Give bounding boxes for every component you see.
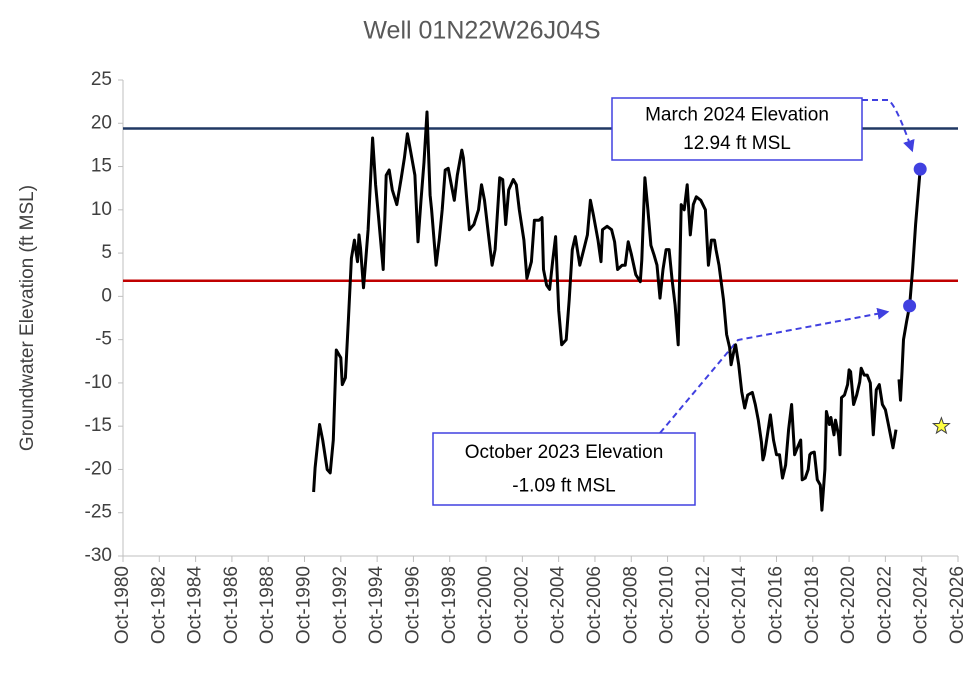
x-tick-label: Oct-1994	[366, 566, 387, 645]
x-tick-label: Oct-2010	[657, 566, 678, 644]
x-tick-label: Oct-2012	[693, 566, 714, 644]
x-tick-label: Oct-2002	[511, 566, 532, 644]
annotation-text: March 2024 Elevation	[645, 104, 829, 125]
y-tick-label: -10	[85, 372, 112, 393]
point-marker	[913, 162, 927, 176]
x-tick-label: Oct-2018	[802, 566, 823, 644]
x-tick-label: Oct-1990	[294, 566, 315, 644]
x-tick-label: Oct-2008	[620, 566, 641, 644]
arrow	[659, 307, 890, 434]
x-tick-label: Oct-1998	[439, 566, 460, 644]
annotation-box	[611, 97, 863, 161]
y-tick-label: -5	[95, 329, 112, 350]
callout-arrows	[659, 99, 915, 434]
y-tick-label: 0	[101, 285, 112, 306]
x-tick-label: Oct-1984	[185, 566, 206, 645]
y-tick-label: -15	[85, 415, 112, 436]
x-tick-label: Oct-1982	[148, 566, 169, 644]
chart-title: Well 01N22W26J04S	[363, 17, 600, 45]
x-tick-label: Oct-2000	[475, 566, 496, 644]
x-tick-label: Oct-2014	[729, 566, 750, 645]
star-marker	[931, 416, 951, 435]
x-tick-label: Oct-2006	[584, 566, 605, 644]
annotation-box	[432, 432, 696, 506]
x-tick-label: Oct-2026	[947, 566, 964, 644]
y-tick-label: -30	[85, 545, 112, 566]
annotation-text: October 2023 Elevation	[465, 442, 664, 463]
y-tick-label: 10	[91, 199, 112, 220]
x-tick-label: Oct-2022	[874, 566, 895, 644]
y-tick-label: 20	[91, 112, 112, 133]
y-tick-label: -25	[85, 502, 112, 523]
data-line	[312, 110, 922, 512]
x-tick-label: Oct-1996	[402, 566, 423, 644]
y-tick-label: 25	[91, 69, 112, 90]
point-marker	[903, 299, 917, 313]
annotation-text: 12.94 ft MSL	[683, 133, 791, 154]
x-tick-label: Oct-1988	[257, 566, 278, 644]
y-tick-label: -20	[85, 458, 112, 479]
x-tick-label: Oct-2004	[548, 566, 569, 645]
y-tick-label: 5	[101, 242, 112, 263]
y-tick-label: 15	[91, 156, 112, 177]
x-tick-label: Oct-2024	[911, 566, 932, 645]
x-tick-label: Oct-1980	[112, 566, 133, 644]
x-tick-label: Oct-1992	[330, 566, 351, 644]
x-tick-label: Oct-1986	[221, 566, 242, 644]
y-axis-label: Groundwater Elevation (ft MSL)	[17, 185, 38, 451]
arrow	[862, 99, 915, 153]
x-tick-label: Oct-2020	[838, 566, 859, 644]
annotation-text: -1.09 ft MSL	[512, 475, 616, 496]
x-tick-label: Oct-2016	[765, 566, 786, 644]
